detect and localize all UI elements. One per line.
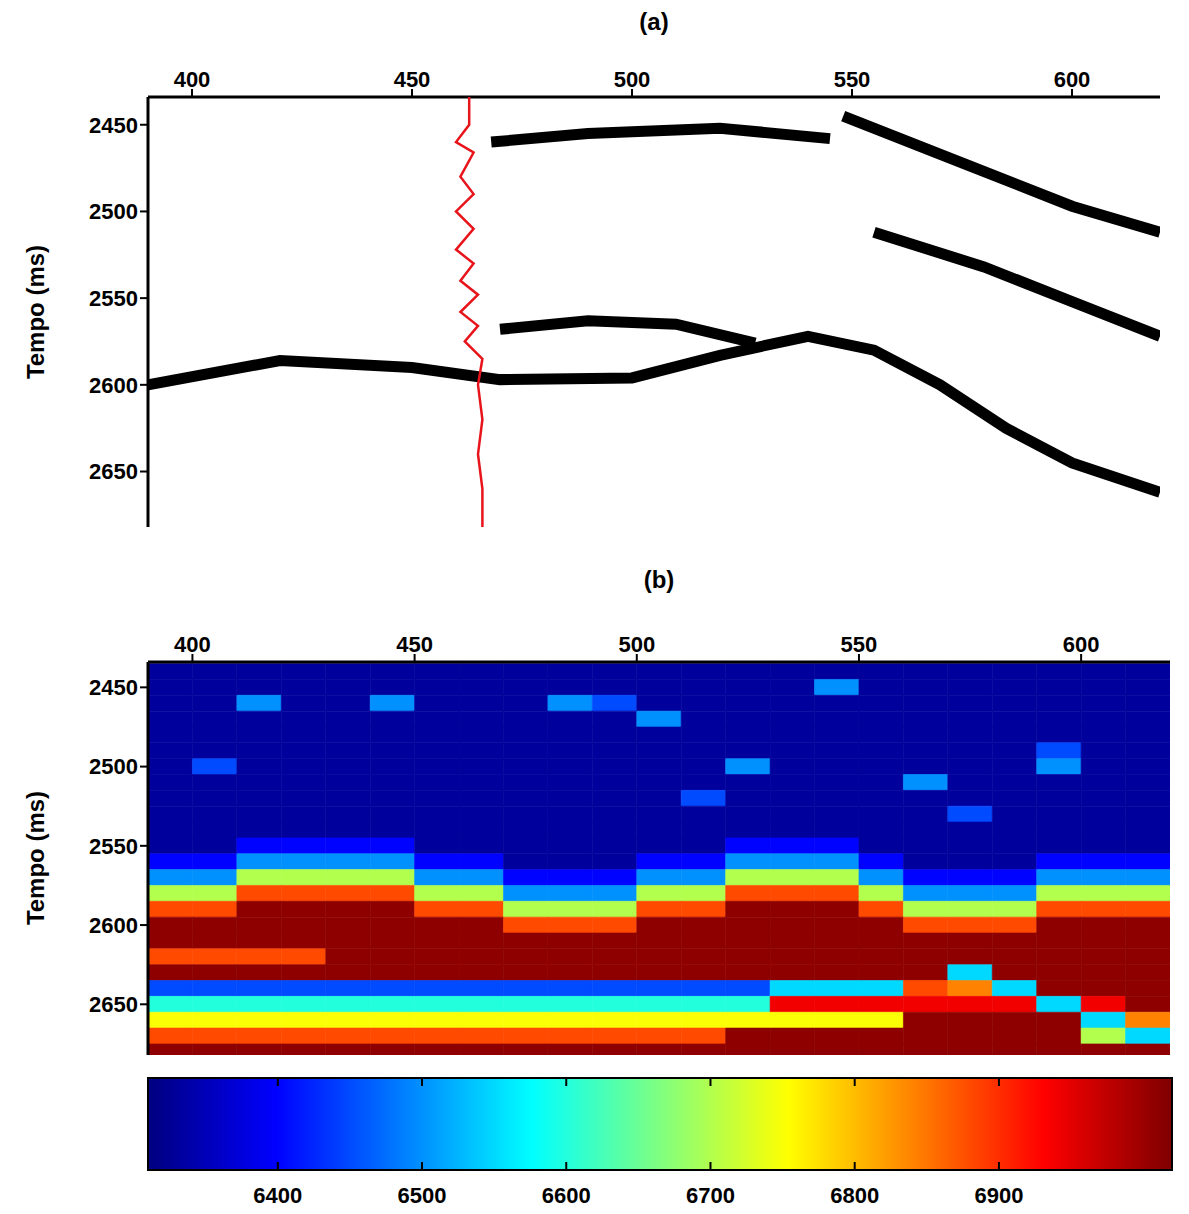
svg-text:2450: 2450 <box>89 113 138 138</box>
svg-text:6400: 6400 <box>253 1183 302 1208</box>
html-text:(a): (a) <box>639 8 669 35</box>
svg-text:6700: 6700 <box>686 1183 735 1208</box>
svg-text:400: 400 <box>174 632 211 657</box>
svg-text:6500: 6500 <box>398 1183 447 1208</box>
svg-text:600: 600 <box>1063 632 1100 657</box>
svg-text:500: 500 <box>614 67 651 92</box>
svg-text:2500: 2500 <box>89 199 138 224</box>
svg-text:2650: 2650 <box>89 459 138 484</box>
html-text:(b): (b) <box>643 566 675 593</box>
svg-text:6600: 6600 <box>542 1183 591 1208</box>
svg-text:500: 500 <box>618 632 655 657</box>
svg-text:450: 450 <box>396 632 433 657</box>
html-text:Tempo (ms): Tempo (ms) <box>22 244 49 380</box>
svg-text:400: 400 <box>174 67 211 92</box>
svg-text:6900: 6900 <box>974 1183 1023 1208</box>
svg-text:2600: 2600 <box>89 373 138 398</box>
svg-text:450: 450 <box>394 67 431 92</box>
svg-text:2550: 2550 <box>89 834 138 859</box>
svg-text:6800: 6800 <box>830 1183 879 1208</box>
svg-text:2650: 2650 <box>89 992 138 1017</box>
svg-text:2600: 2600 <box>89 913 138 938</box>
svg-text:550: 550 <box>834 67 871 92</box>
html-text:Tempo (ms): Tempo (ms) <box>22 790 49 926</box>
svg-text:600: 600 <box>1054 67 1091 92</box>
svg-text:2450: 2450 <box>89 675 138 700</box>
svg-text:2500: 2500 <box>89 754 138 779</box>
svg-text:550: 550 <box>841 632 878 657</box>
svg-text:2550: 2550 <box>89 286 138 311</box>
